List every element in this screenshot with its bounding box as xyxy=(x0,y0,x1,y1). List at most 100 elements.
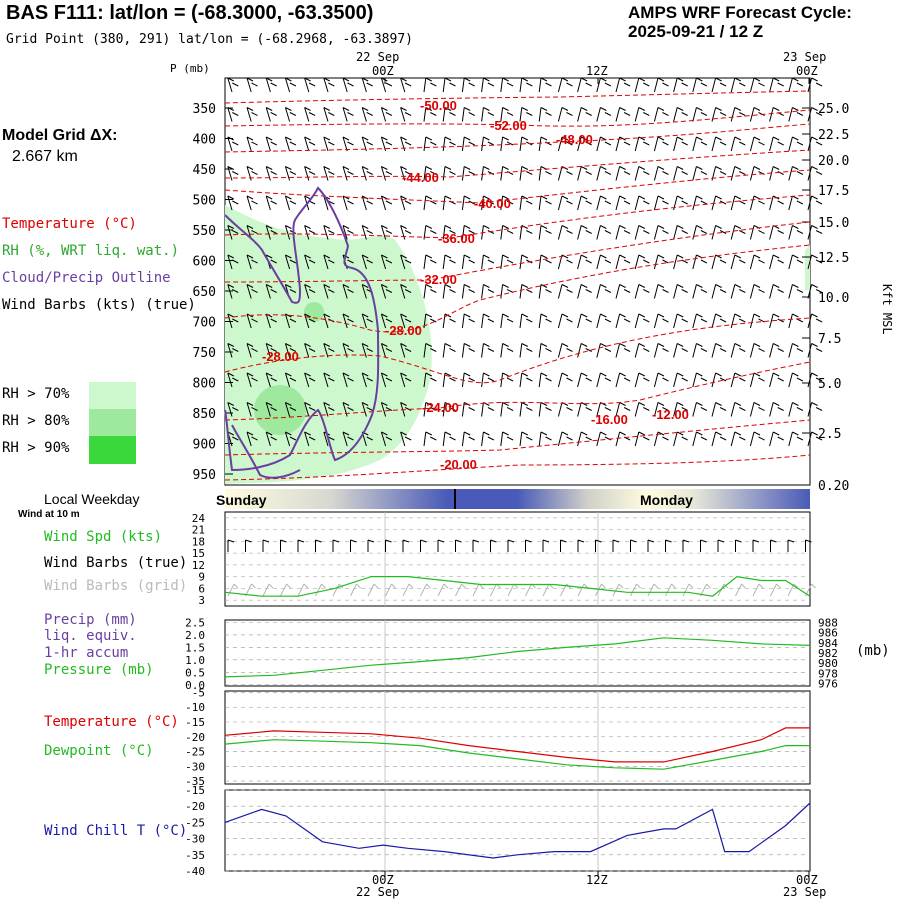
wind-barb xyxy=(577,284,592,299)
wind-barb xyxy=(380,402,393,417)
wind-barb xyxy=(692,136,708,152)
precip-panel-tick-label: 2.5 xyxy=(185,616,205,629)
top-tick-00z-2: 00Z xyxy=(796,64,818,78)
pressure-line xyxy=(224,637,811,678)
wind-barb xyxy=(284,343,297,358)
wind-barb xyxy=(653,136,669,152)
bottom-tick-12z: 12Z xyxy=(586,873,608,887)
cloud-outline-lower xyxy=(231,424,301,479)
wind-barb-true xyxy=(245,539,252,552)
wind-barb xyxy=(538,313,552,329)
wind-barb xyxy=(442,284,456,299)
wind-barb-true xyxy=(297,539,305,552)
wind-barb xyxy=(500,136,514,152)
wind-barb xyxy=(342,225,354,240)
wind-barb xyxy=(788,372,804,388)
wind-barb xyxy=(692,402,708,417)
wind-barb xyxy=(400,166,412,181)
precip-panel-frame xyxy=(224,619,811,687)
wind-barb xyxy=(380,431,393,447)
wind-barb xyxy=(284,431,297,447)
wind-barb-grid xyxy=(385,583,396,597)
wind-barb xyxy=(423,343,437,358)
isotherm-line xyxy=(224,361,811,421)
wind-barb xyxy=(596,254,612,270)
wind-barb xyxy=(461,107,475,122)
wind-barb-grid xyxy=(612,583,624,597)
isotherm-line xyxy=(224,169,811,204)
wind-barb xyxy=(711,107,727,122)
wind-barb xyxy=(711,254,727,270)
temp-panel-tick-label: -10 xyxy=(185,701,205,714)
top-date-1: 22 Sep xyxy=(356,50,400,64)
wind-barb xyxy=(577,313,592,329)
wind-barb xyxy=(749,284,765,299)
wind-barb xyxy=(481,107,495,122)
wind-barb xyxy=(577,372,592,388)
wind-barb xyxy=(342,284,354,299)
p-tick-label: 450 xyxy=(193,163,216,178)
wind-barb xyxy=(788,136,804,152)
wind-barb-grid xyxy=(420,583,431,597)
isotherm-line xyxy=(224,90,811,104)
wind-barb-true xyxy=(805,539,812,552)
pressure-tick-label: 982 xyxy=(818,647,838,660)
wind-barb xyxy=(769,372,784,388)
isotherm-label: -28.00 xyxy=(262,349,299,364)
wind-barb-field xyxy=(227,77,823,447)
wind-barb xyxy=(788,284,804,299)
wind-barb xyxy=(538,343,552,358)
wind-chill-line xyxy=(224,802,811,859)
wind-barb xyxy=(461,195,475,211)
wind-barb xyxy=(634,136,650,152)
wind-barb-true xyxy=(752,539,760,552)
isotherm-label: -50.00 xyxy=(420,98,457,113)
legend-wind: Wind Barbs (kts) (true) xyxy=(2,297,196,313)
wind-barb xyxy=(653,107,669,122)
wind-barb xyxy=(500,343,514,358)
wind-barb-true xyxy=(332,539,340,552)
p-tick-label: 950 xyxy=(193,468,216,483)
wind-barb xyxy=(730,372,746,388)
wind-barb xyxy=(400,284,412,299)
wind-barb xyxy=(577,136,592,152)
wind-barb xyxy=(577,166,592,181)
wind-barb xyxy=(807,372,823,388)
wind-barb xyxy=(284,254,297,270)
isotherm-label: -44.00 xyxy=(402,170,439,185)
wind-barb xyxy=(500,225,514,240)
wind-barb xyxy=(265,431,277,447)
temp-panel-tick-label: -15 xyxy=(185,716,205,729)
wind-barb xyxy=(807,107,823,122)
wind-barb xyxy=(519,313,533,329)
wind-barb xyxy=(380,225,393,240)
wind-barb xyxy=(361,254,373,270)
wind-barb xyxy=(361,343,373,358)
wind-barb xyxy=(711,313,727,329)
wind-barb xyxy=(557,136,573,152)
wind-barb-grid xyxy=(350,583,361,597)
wind-barb xyxy=(400,107,412,122)
wind-barb xyxy=(442,254,456,270)
wind-barb-true xyxy=(682,539,690,552)
wind-barb xyxy=(246,107,258,122)
wind-barb xyxy=(692,313,708,329)
wind-barb xyxy=(380,313,393,329)
wind-barb xyxy=(634,166,650,181)
wind-barb-true xyxy=(507,539,515,552)
p-tick-label: 550 xyxy=(193,224,216,239)
wind-barb-true xyxy=(735,539,742,552)
wind-barb xyxy=(634,284,650,299)
wind-barb xyxy=(380,166,393,181)
grid-point-label: Grid Point (380, 291) lat/lon = (-68.296… xyxy=(6,32,413,47)
wind-barb xyxy=(634,254,650,270)
wind-barb xyxy=(577,225,592,240)
wind-barb xyxy=(304,136,316,152)
wind-barb xyxy=(653,166,669,181)
legend-rh: RH (%, WRT liq. wat.) xyxy=(2,243,180,259)
top-tick-00z-1: 00Z xyxy=(372,64,394,78)
wind-barb xyxy=(265,284,277,299)
rh-swatch-80 xyxy=(89,409,136,436)
model-grid-label: Model Grid ΔX: xyxy=(2,127,118,144)
h-tick-label: 10.0 xyxy=(818,291,849,306)
